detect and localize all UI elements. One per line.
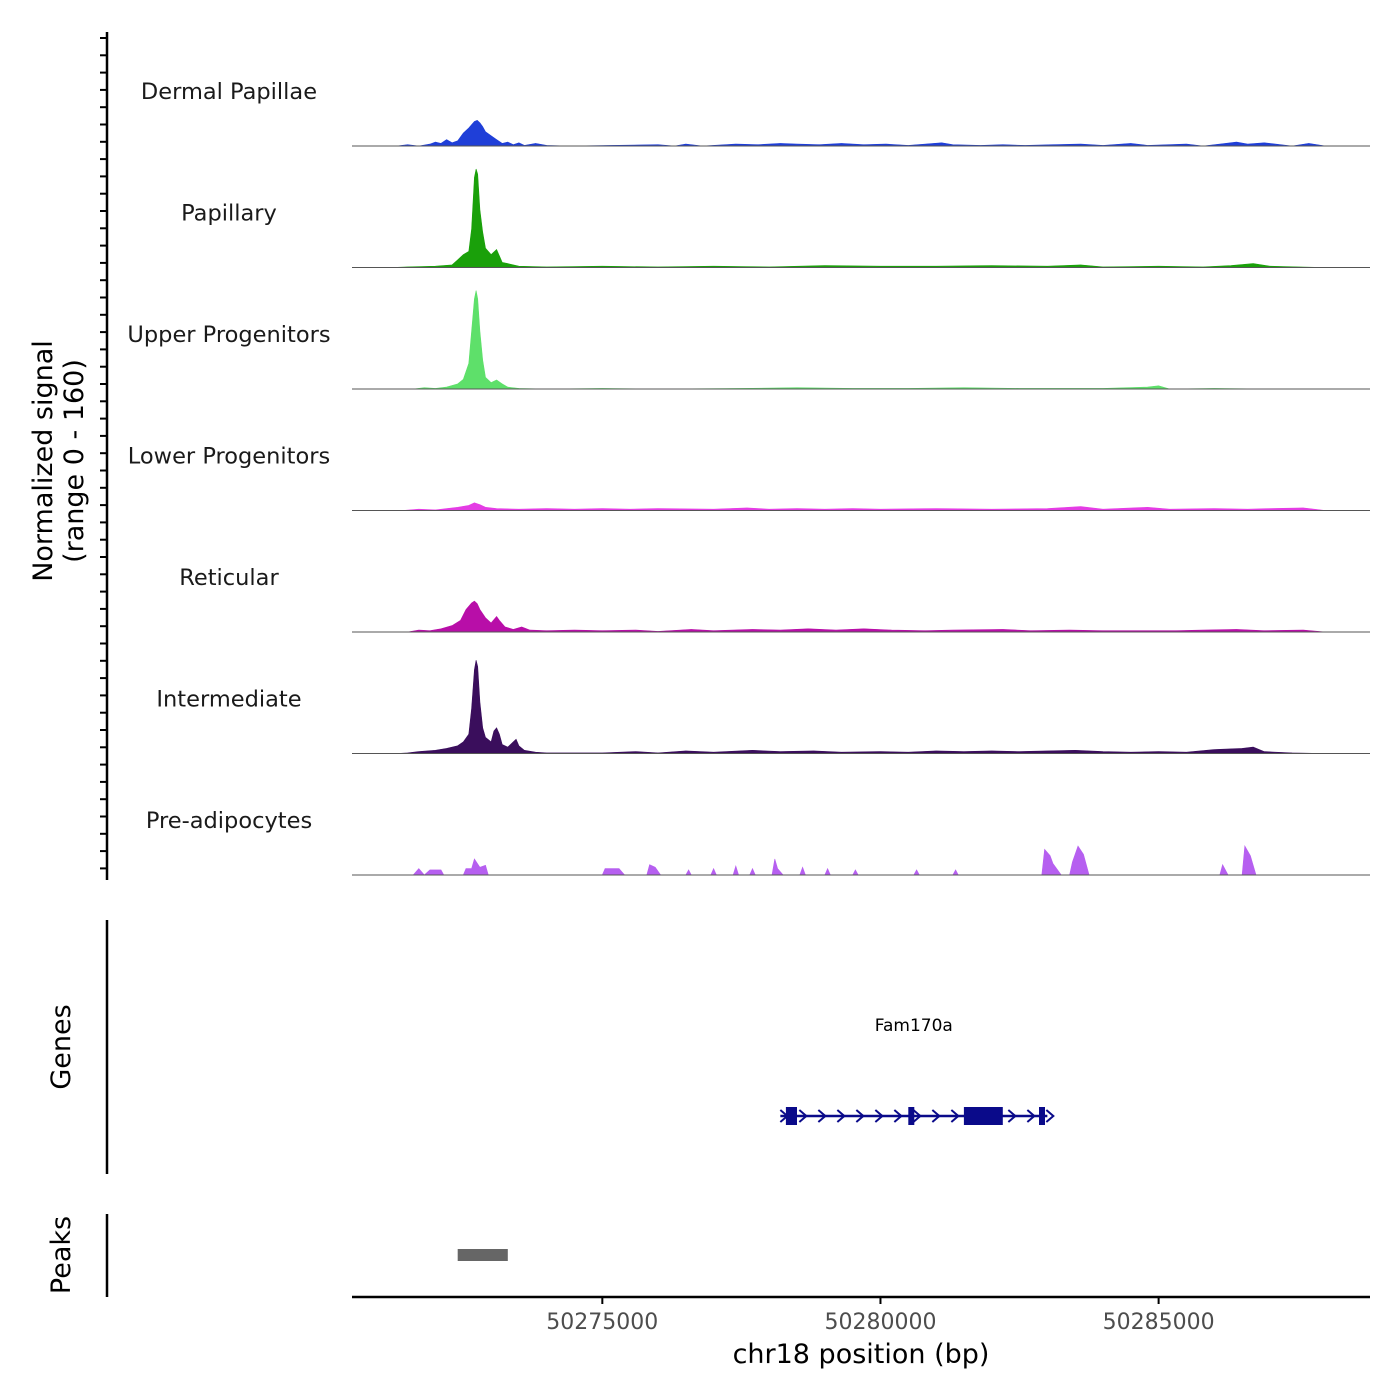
track-label: Dermal Papillae (141, 79, 317, 105)
strand-chevron (855, 1109, 865, 1123)
coverage-area (396, 119, 1326, 147)
strand-chevron (912, 1109, 922, 1123)
strand-chevron (1007, 1109, 1017, 1123)
peak-track (457, 1249, 508, 1261)
track-dermal-papillae: Dermal Papillae (141, 79, 1370, 147)
coverage-area (413, 290, 1270, 390)
strand-chevron (874, 1109, 884, 1123)
track-upper-progenitors: Upper Progenitors (127, 290, 1370, 390)
track-papillary: Papillary (181, 168, 1370, 268)
x-axis-ticks: 50275000 50280000 50285000 (546, 1297, 1215, 1335)
track-label: Upper Progenitors (127, 322, 330, 348)
gene-exon (785, 1107, 797, 1125)
strand-chevron (836, 1109, 846, 1123)
track-label: Lower Progenitors (128, 444, 330, 470)
strand-chevron (817, 1109, 827, 1123)
strand-chevron (893, 1109, 903, 1123)
strand-chevron (1045, 1109, 1055, 1123)
track-label: Intermediate (156, 687, 301, 713)
strand-chevron (931, 1109, 941, 1123)
y-axis-title-line1: Normalized signal (28, 340, 59, 582)
gene-name-label: Fam170a (875, 1016, 953, 1036)
gene-exon (908, 1107, 915, 1125)
coverage-area (412, 845, 1257, 876)
peak-bar (457, 1249, 508, 1261)
y-axis-title-line2: (range 0 - 160) (59, 359, 90, 563)
track-intermediate: Intermediate (156, 660, 1370, 754)
x-axis-title: chr18 position (bp) (733, 1339, 990, 1370)
signal-axis (100, 32, 109, 880)
x-tick-label: 50280000 (825, 1310, 937, 1335)
track-lower-progenitors: Lower Progenitors (128, 444, 1370, 511)
strand-chevron (950, 1109, 960, 1123)
gene-exon (963, 1107, 1003, 1125)
coverage-area (390, 168, 1326, 268)
x-tick-label: 50275000 (546, 1310, 658, 1335)
track-pre-adipocytes: Pre-adipocytes (146, 808, 1370, 876)
coverage-area (396, 660, 1326, 754)
track-label: Pre-adipocytes (146, 808, 312, 834)
track-reticular: Reticular (179, 565, 1370, 633)
track-label: Papillary (181, 201, 277, 227)
gene-annotation-track: Fam170a (779, 1016, 1055, 1125)
gene-exon (1039, 1107, 1045, 1125)
genes-panel-label: Genes (46, 1004, 77, 1089)
x-tick-label: 50285000 (1103, 1310, 1215, 1335)
coverage-area (402, 502, 1326, 511)
track-label: Reticular (179, 565, 279, 591)
coverage-tracks: Dermal Papillae Papillary Upper Progenitor… (127, 79, 1370, 876)
strand-chevron (1026, 1109, 1036, 1123)
strand-chevron (798, 1109, 808, 1123)
coverage-area (407, 600, 1326, 633)
peaks-panel-label: Peaks (46, 1216, 77, 1294)
gene-fam170a: Fam170a (779, 1016, 1055, 1125)
